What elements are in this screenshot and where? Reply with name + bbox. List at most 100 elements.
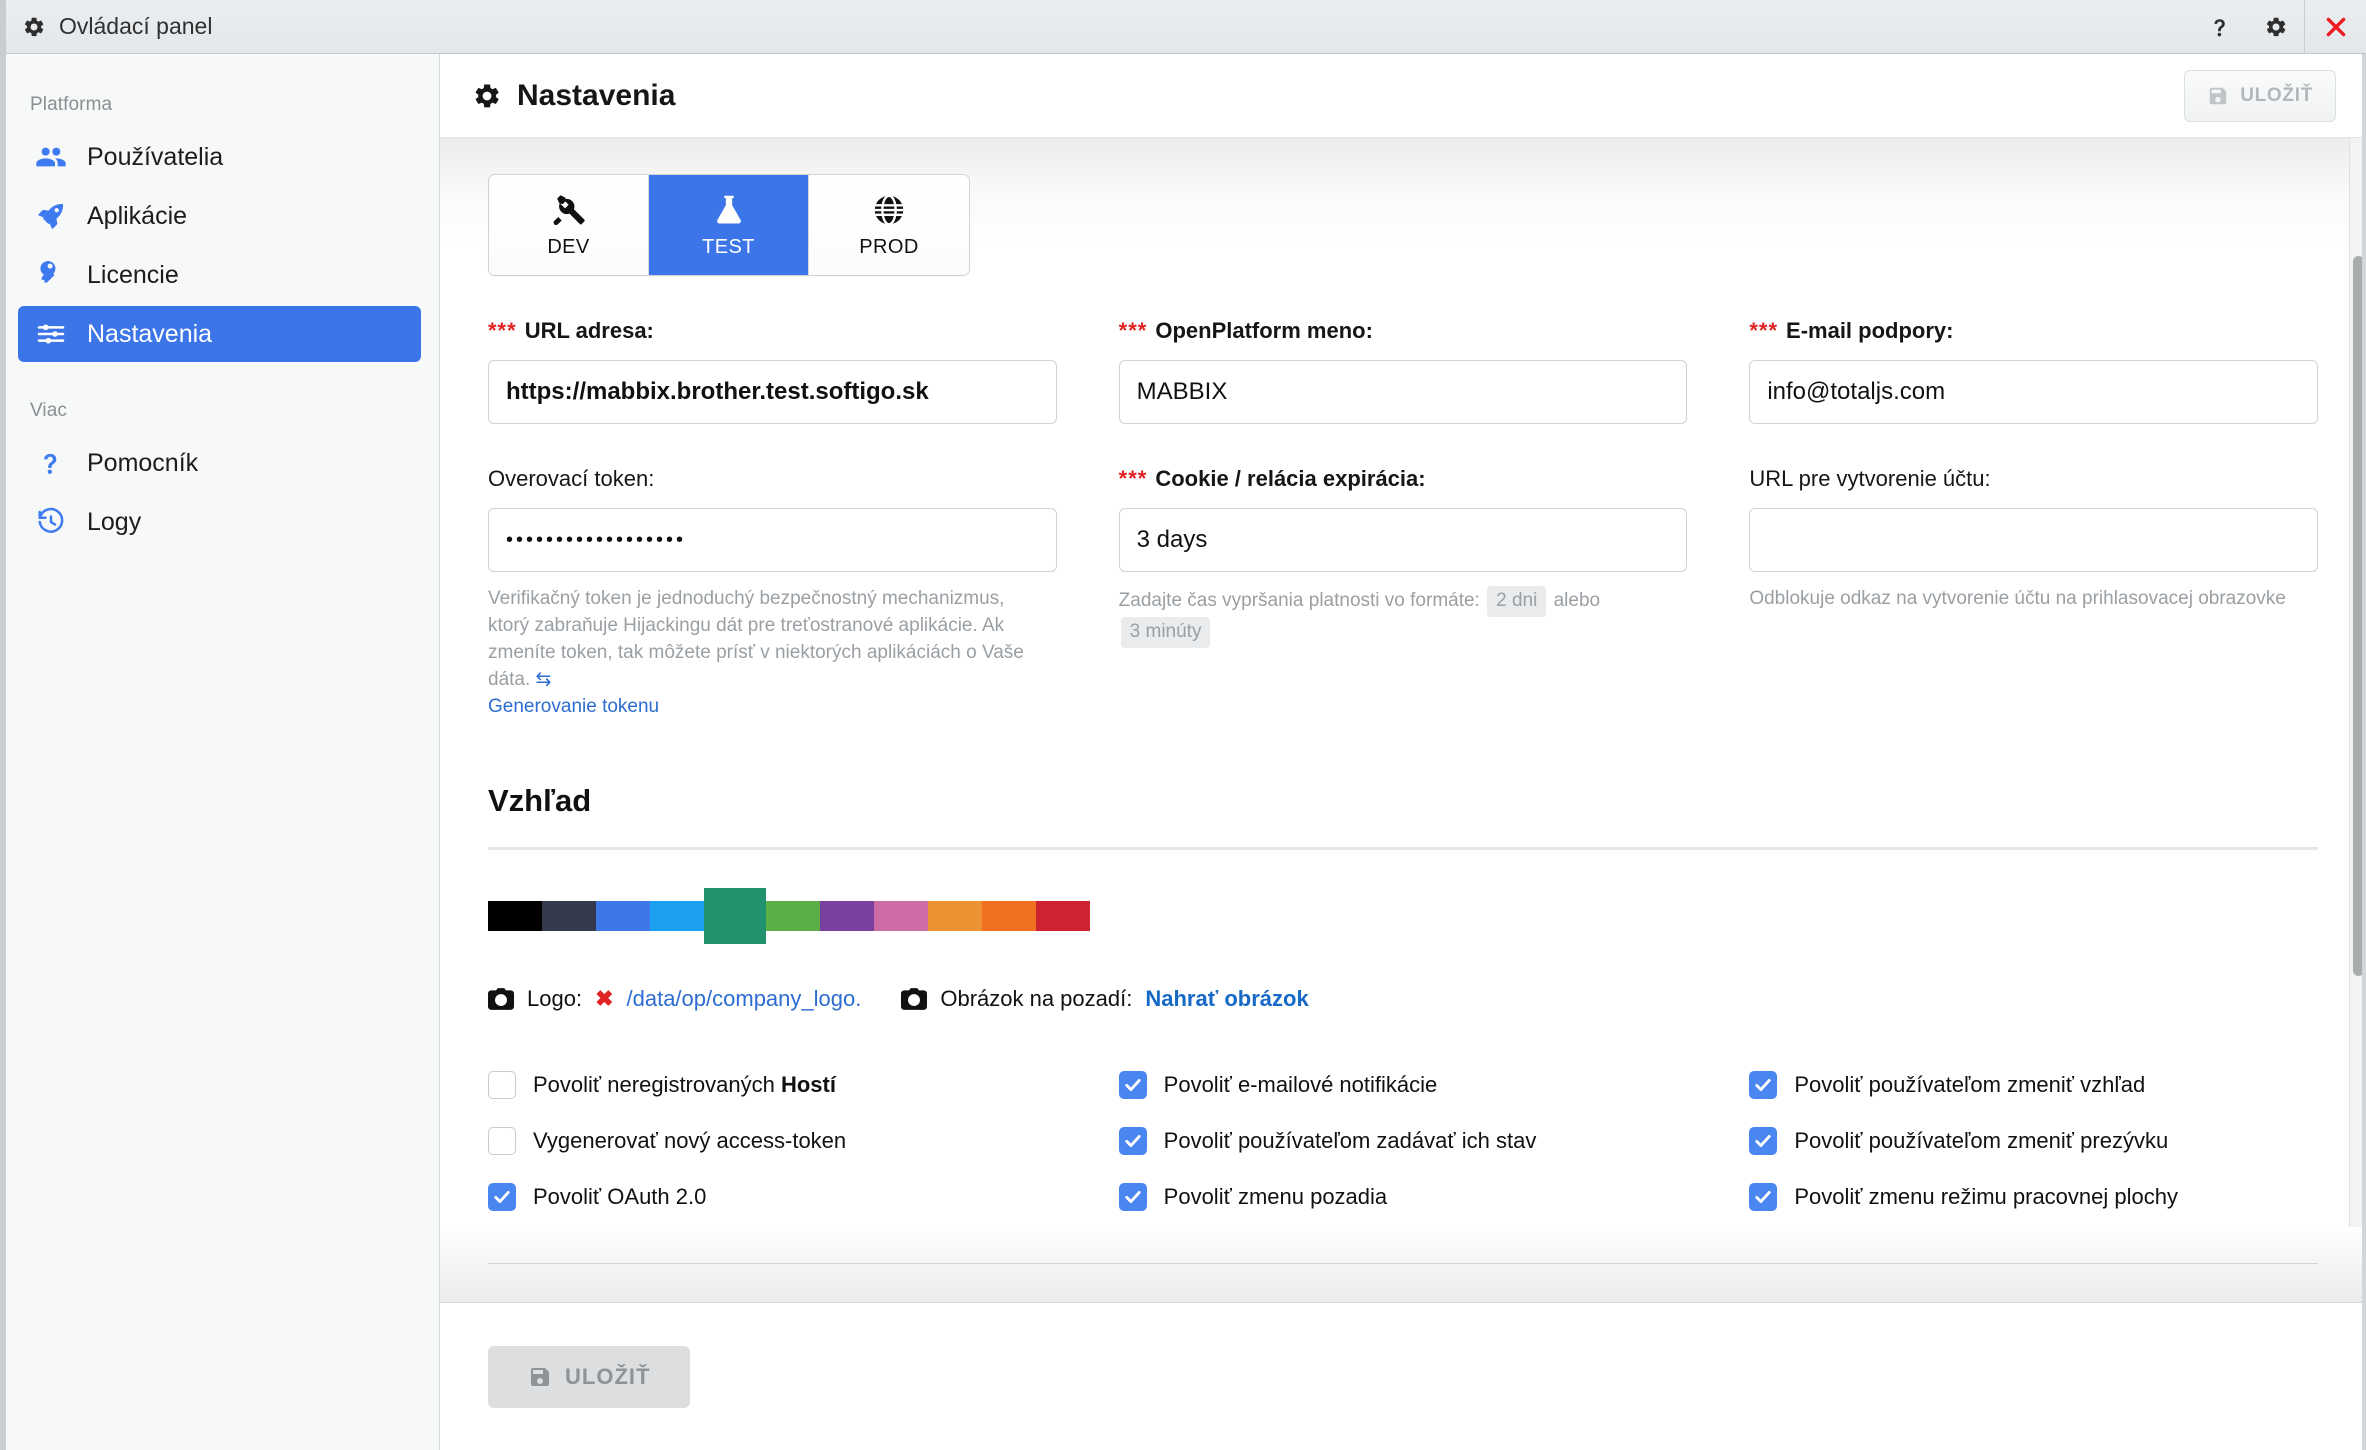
checkbox-change-desktop-mode[interactable] bbox=[1749, 1182, 1778, 1211]
checkbox-label: Povoliť používateľom zmeniť prezývku bbox=[1794, 1127, 2169, 1153]
page-footer: ULOŽIŤ bbox=[440, 1302, 2366, 1450]
required-mark: *** bbox=[488, 318, 517, 343]
options-grid: Povoliť neregistrovaných Hostí Vygenerov… bbox=[488, 1064, 2318, 1227]
field-token-label: Overovací token: bbox=[488, 466, 1057, 492]
logo-path-link[interactable]: /data/op/company_logo. bbox=[626, 985, 862, 1011]
sidebar-item-pouzivatelia[interactable]: Používatelia bbox=[18, 129, 421, 185]
help-button[interactable] bbox=[2192, 0, 2248, 53]
color-swatch-2[interactable] bbox=[596, 900, 650, 931]
token-masked-value: •••••••••••••••••• bbox=[506, 528, 687, 551]
label-text: Cookie / relácia expirácia: bbox=[1155, 466, 1426, 491]
sidebar-item-pomocnik[interactable]: Pomocník bbox=[18, 435, 421, 491]
titlebar-right bbox=[2192, 0, 2366, 53]
required-mark: *** bbox=[1118, 318, 1148, 343]
footer-divider bbox=[488, 1262, 2318, 1264]
color-swatch-5[interactable] bbox=[766, 900, 820, 931]
tab-dev[interactable]: DEV bbox=[489, 175, 649, 275]
checkbox-row[interactable]: Vygenerovať nový access-token bbox=[488, 1120, 1057, 1162]
checkbox-row[interactable]: Povoliť zmenu pozadia bbox=[1118, 1176, 1688, 1218]
gear-icon bbox=[472, 81, 502, 111]
checkbox-allow-oauth[interactable] bbox=[488, 1182, 516, 1211]
close-button[interactable] bbox=[2304, 0, 2366, 53]
checkbox-row[interactable]: Povoliť e-mailové notifikácie bbox=[1118, 1064, 1688, 1106]
field-cookie-expiration: *** Cookie / relácia expirácia: 3 days Z… bbox=[1118, 466, 1688, 721]
checkbox-label: Povoliť e-mailové notifikácie bbox=[1163, 1071, 1438, 1097]
page-header: Nastavenia ULOŽIŤ bbox=[440, 54, 2366, 138]
tab-test[interactable]: TEST bbox=[649, 175, 809, 275]
generate-token-link[interactable]: Generovanie tokenu bbox=[488, 695, 660, 717]
openplatform-name-input[interactable]: MABBIX bbox=[1118, 360, 1688, 424]
logo-row: Logo: ✖ /data/op/company_logo. Obrázok n… bbox=[488, 986, 2318, 1012]
settings-button[interactable] bbox=[2248, 0, 2304, 53]
token-input[interactable]: •••••••••••••••••• bbox=[488, 508, 1057, 572]
checkbox-change-background[interactable] bbox=[1118, 1182, 1147, 1211]
save-button-footer[interactable]: ULOŽIŤ bbox=[488, 1345, 691, 1408]
color-swatch-7[interactable] bbox=[874, 900, 928, 931]
options-column-1: Povoliť neregistrovaných Hostí Vygenerov… bbox=[488, 1064, 1057, 1227]
tab-prod[interactable]: PROD bbox=[809, 175, 969, 275]
checkbox-change-appearance[interactable] bbox=[1749, 1070, 1778, 1099]
upload-image-link[interactable]: Nahrať obrázok bbox=[1145, 985, 1309, 1011]
checkbox-label: Povoliť OAuth 2.0 bbox=[533, 1183, 707, 1209]
sidebar-item-nastavenia[interactable]: Nastavenia bbox=[18, 306, 421, 362]
cookie-help-chip-days: 2 dni bbox=[1487, 586, 1547, 617]
window-body: Platforma Používatelia Aplikácie Licenci… bbox=[0, 54, 2366, 1450]
label-text: Overovací token: bbox=[488, 466, 655, 491]
support-email-input[interactable]: info@totaljs.com bbox=[1749, 360, 2318, 424]
color-swatch-0[interactable] bbox=[488, 900, 542, 931]
color-swatch-10[interactable] bbox=[1036, 900, 1090, 931]
color-swatch-list bbox=[488, 887, 2318, 944]
color-swatch-1[interactable] bbox=[542, 900, 596, 931]
tab-label: DEV bbox=[547, 236, 590, 258]
color-swatch-8[interactable] bbox=[928, 900, 982, 931]
sidebar-item-label: Nastavenia bbox=[87, 319, 213, 348]
sidebar-group-label-platforma: Platforma bbox=[30, 94, 113, 115]
checkbox-change-nickname[interactable] bbox=[1749, 1126, 1778, 1155]
account-url-input[interactable] bbox=[1749, 508, 2318, 572]
color-swatch-6[interactable] bbox=[820, 900, 874, 931]
sidebar-item-logy[interactable]: Logy bbox=[18, 494, 421, 550]
appearance-section-title: Vzhľad bbox=[488, 782, 592, 818]
checkbox-row[interactable]: Povoliť používateľom zadávať ich stav bbox=[1118, 1120, 1688, 1162]
checkbox-user-status[interactable] bbox=[1118, 1126, 1147, 1155]
options-column-3: Povoliť používateľom zmeniť vzhľad Povol… bbox=[1749, 1064, 2318, 1227]
checkbox-row[interactable]: Povoliť OAuth 2.0 bbox=[488, 1176, 1057, 1218]
scrollbar-thumb[interactable] bbox=[2353, 256, 2364, 976]
refresh-icon[interactable]: ⇆ bbox=[535, 668, 552, 690]
checkbox-email-notifications[interactable] bbox=[1118, 1070, 1147, 1099]
checkbox-row[interactable]: Povoliť používateľom zmeniť vzhľad bbox=[1749, 1064, 2318, 1106]
field-account-url: URL pre vytvorenie účtu: Odblokuje odkaz… bbox=[1749, 466, 2318, 721]
cookie-help-middle: alebo bbox=[1553, 590, 1601, 611]
color-swatch-9[interactable] bbox=[982, 900, 1036, 931]
url-input[interactable]: https://mabbix.brother.test.softigo.sk bbox=[488, 360, 1057, 424]
checkbox-label: Povoliť zmenu režimu pracovnej plochy bbox=[1794, 1183, 2178, 1209]
checkbox-allow-guests[interactable] bbox=[488, 1070, 516, 1099]
sidebar-item-licencie[interactable]: Licencie bbox=[18, 247, 421, 303]
checkbox-row[interactable]: Povoliť neregistrovaných Hostí bbox=[488, 1064, 1057, 1106]
checkbox-label: Povoliť neregistrovaných Hostí bbox=[533, 1071, 836, 1097]
color-swatch-4-selected[interactable] bbox=[704, 887, 766, 944]
environment-tabs: DEV TEST PROD bbox=[488, 174, 970, 276]
main-panel: Nastavenia ULOŽIŤ bbox=[440, 54, 2366, 1450]
checkbox-generate-access-token[interactable] bbox=[488, 1126, 516, 1155]
sidebar-item-label: Pomocník bbox=[87, 448, 199, 477]
color-swatch-3[interactable] bbox=[650, 900, 704, 931]
save-button-header[interactable]: ULOŽIŤ bbox=[2184, 69, 2336, 122]
key-icon bbox=[34, 260, 68, 290]
required-mark: *** bbox=[1749, 318, 1779, 343]
logo-remove-button[interactable]: ✖ bbox=[595, 985, 614, 1011]
label-text: OpenPlatform meno: bbox=[1155, 318, 1373, 343]
checkbox-row[interactable]: Povoliť používateľom zmeniť prezývku bbox=[1749, 1120, 2318, 1162]
token-help-paragraph: Verifikačný token je jednoduchý bezpečno… bbox=[488, 588, 1024, 690]
vertical-scrollbar[interactable] bbox=[2349, 138, 2366, 1227]
checkbox-row[interactable]: Povoliť zmenu režimu pracovnej plochy bbox=[1749, 1176, 2318, 1218]
gear-icon bbox=[22, 15, 46, 39]
sidebar-item-label: Logy bbox=[87, 507, 142, 536]
label-text: E-mail podpory: bbox=[1786, 318, 1954, 343]
users-icon bbox=[34, 141, 68, 173]
cookie-expiration-input[interactable]: 3 days bbox=[1118, 508, 1688, 572]
sidebar-item-aplikacie[interactable]: Aplikácie bbox=[18, 188, 421, 244]
field-support-email-label: *** E-mail podpory: bbox=[1749, 318, 2318, 344]
page-title: Nastavenia bbox=[472, 79, 675, 113]
